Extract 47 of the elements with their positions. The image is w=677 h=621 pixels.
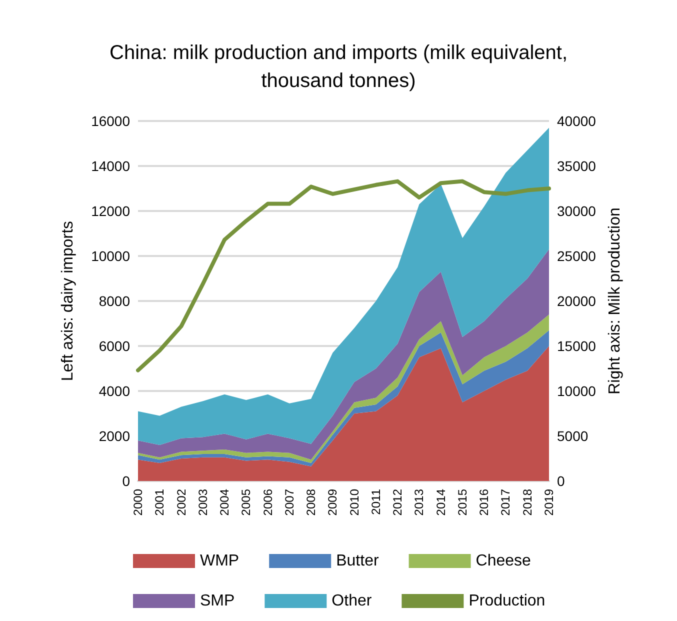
x-tick-label: 2014 [434, 488, 448, 516]
y2-tick-label: 40000 [557, 113, 596, 129]
x-tick-label: 2017 [498, 488, 513, 516]
y-tick-label: 8000 [98, 293, 130, 309]
chart-title: China: milk production and imports (milk equivalent, thousand tonnes) [110, 42, 568, 92]
legend-label: Butter [336, 552, 380, 570]
legend-label: WMP [200, 552, 240, 570]
x-tick-label: 2003 [196, 488, 210, 516]
legend-label: Production [468, 592, 546, 610]
x-tick-label: 2008 [304, 488, 318, 516]
x-tick-label: 2009 [326, 488, 340, 516]
y2-tick-label: 30000 [557, 203, 596, 219]
y-tick-label: 14000 [91, 158, 130, 174]
x-tick-label: 2006 [260, 488, 275, 516]
x-tick-label: 2013 [412, 488, 426, 516]
x-tick-label: 2015 [455, 488, 470, 516]
y2-axis-title: Right axis: Milk production [606, 208, 624, 394]
y-tick-label: 12000 [91, 203, 130, 219]
x-tick-label: 2016 [477, 488, 492, 516]
x-tick-label: 2018 [520, 488, 534, 516]
y2-tick-label: 20000 [557, 293, 596, 309]
x-tick-label: 2004 [218, 488, 232, 516]
line-series [136, 179, 551, 372]
x-tick-label: 2007 [282, 488, 296, 516]
legend-label: Cheese [476, 552, 532, 570]
y-tick-label: 2000 [98, 428, 130, 444]
legend-label: SMP [200, 592, 235, 610]
x-tick-label: 2002 [174, 488, 188, 516]
y2-tick-label: 25000 [557, 248, 596, 264]
x-tick-label: 2011 [368, 488, 383, 515]
y-tick-label: 6000 [98, 338, 130, 354]
y2-tick-label: 0 [557, 473, 565, 489]
y-tick-label: 16000 [91, 113, 130, 129]
y-axis-title: Left axis: dairy imports [60, 220, 76, 382]
y2-tick-label: 35000 [557, 158, 596, 174]
x-tick-label: 2005 [239, 488, 254, 516]
y-tick-label: 4000 [98, 383, 130, 399]
y2-tick-label: 5000 [557, 428, 588, 444]
x-tick-label: 2012 [390, 488, 405, 516]
x-tick-label: 2019 [542, 488, 556, 516]
y2-tick-label: 15000 [557, 338, 596, 354]
y-tick-label: 0 [122, 473, 130, 489]
y-tick-label: 10000 [91, 248, 130, 264]
y2-tick-label: 10000 [557, 383, 596, 399]
x-tick-label: 2001 [152, 488, 167, 516]
legend-label: Other [332, 592, 372, 610]
x-tick-label: 2010 [347, 488, 362, 516]
